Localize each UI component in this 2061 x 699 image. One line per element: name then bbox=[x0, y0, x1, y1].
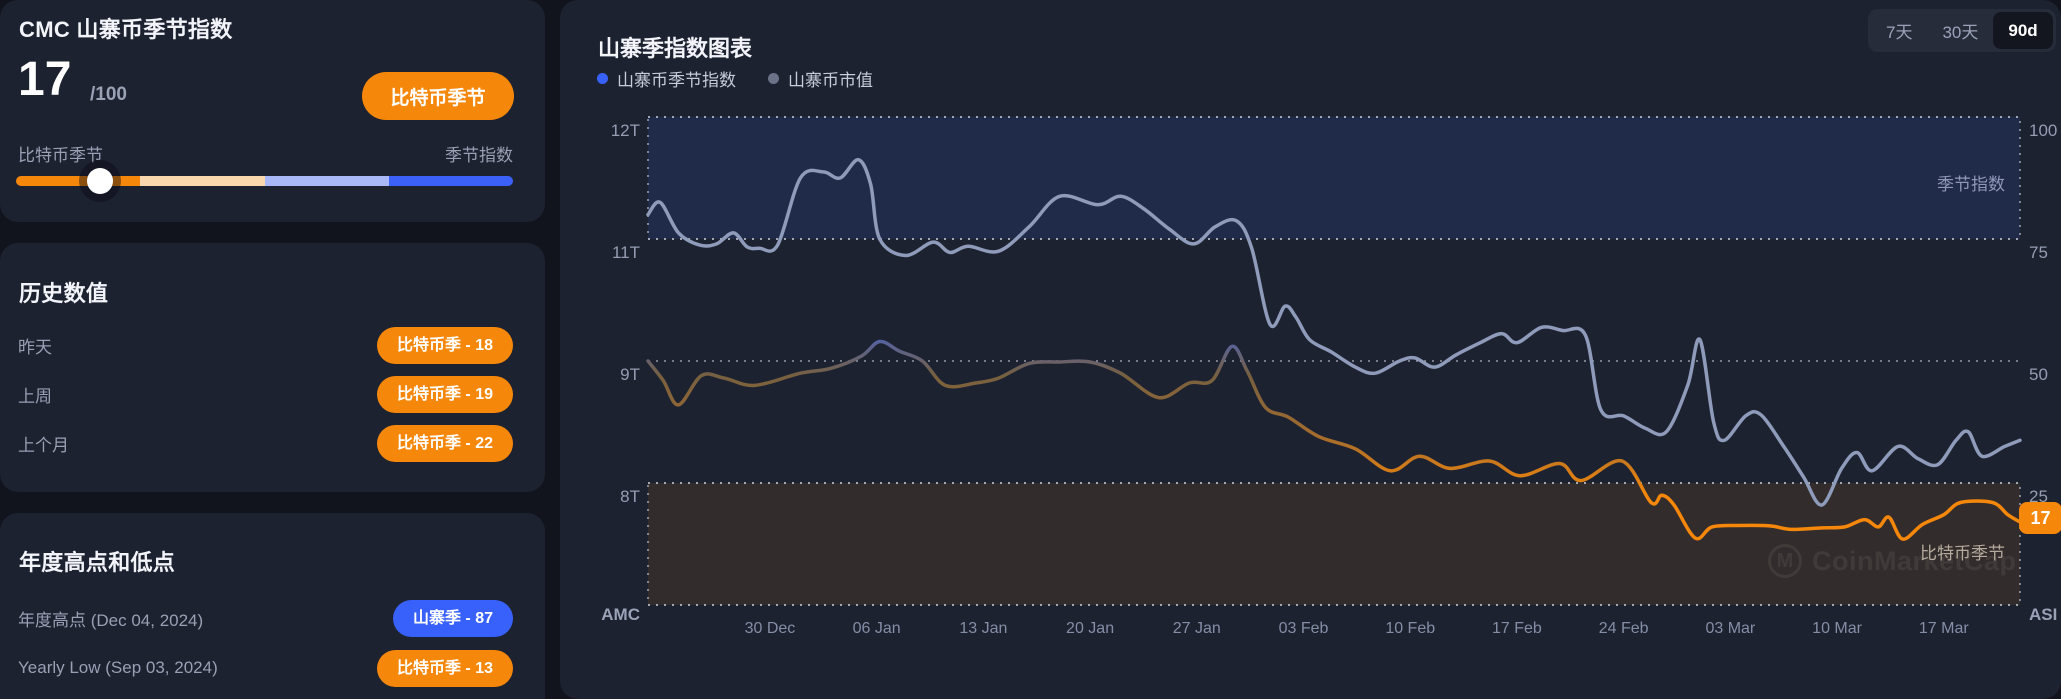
index-score: 17 bbox=[18, 53, 72, 106]
row-label: 上周 bbox=[18, 386, 52, 406]
row-badge: 比特币季 - 13 bbox=[376, 649, 513, 687]
legend-dot-icon bbox=[768, 73, 779, 84]
slider-segment-high bbox=[264, 176, 389, 186]
slider-thumb[interactable] bbox=[87, 168, 114, 194]
row-label: 昨天 bbox=[18, 337, 52, 357]
yearly-card-title: 年度高点和低点 bbox=[19, 550, 176, 575]
legend-item[interactable]: 山寨币市值 bbox=[768, 66, 873, 91]
range-button-90d[interactable]: 90d bbox=[1993, 12, 2053, 49]
history-card-title: 历史数值 bbox=[19, 281, 109, 306]
scale-left-label: 比特币季节 bbox=[18, 146, 103, 165]
range-button-7天[interactable]: 7天 bbox=[1871, 12, 1927, 49]
coinmarketcap-logo-icon: M bbox=[1768, 544, 1802, 578]
y-axis-left-corner-label: AMC bbox=[601, 605, 640, 624]
y-axis-right-corner-label: ASI bbox=[2029, 605, 2058, 624]
y-axis-left-tick: 9T bbox=[620, 365, 640, 384]
row-label: 上个月 bbox=[18, 435, 69, 455]
y-axis-right-tick: 50 bbox=[2029, 365, 2048, 384]
stat-row: Yearly Low (Sep 03, 2024) 比特币季 - 13 bbox=[18, 649, 513, 687]
x-axis-tick: 20 Jan bbox=[1066, 620, 1115, 637]
legend-dot-icon bbox=[597, 73, 608, 84]
row-badge: 比特币季 - 19 bbox=[376, 375, 513, 413]
altcoin-season-index-card: CMC 山寨币季节指数 17 /100 比特币季节 比特币季节 季节指数 bbox=[0, 0, 545, 222]
chart-panel bbox=[560, 0, 2061, 699]
row-label: 年度高点 (Dec 04, 2024) bbox=[18, 610, 204, 630]
historical-values-card: 历史数值 昨天 比特币季 - 18 上周 比特币季 - 19 上个月 比特币季 - 22 bbox=[0, 243, 545, 492]
time-range-selector: 7天 30天 90d bbox=[1868, 9, 2056, 52]
index-score-max: /100 bbox=[90, 84, 127, 105]
season-status-button[interactable]: 比特币季节 bbox=[362, 72, 514, 120]
x-axis-tick: 24 Feb bbox=[1598, 620, 1649, 637]
x-axis-tick: 13 Jan bbox=[959, 620, 1008, 637]
y-axis-left-tick: 12T bbox=[610, 121, 640, 140]
slider-segment-bitcoin bbox=[16, 176, 141, 186]
x-axis-tick: 03 Feb bbox=[1278, 620, 1329, 637]
x-axis-tick: 06 Jan bbox=[852, 620, 901, 637]
x-axis-tick: 27 Jan bbox=[1172, 620, 1221, 637]
current-value-badge: 17 bbox=[2019, 502, 2061, 534]
stat-row: 上周 比特币季 - 19 bbox=[18, 375, 513, 413]
index-card-title: CMC 山寨币季节指数 bbox=[19, 17, 233, 42]
legend-label: 山寨币季节指数 bbox=[617, 71, 736, 90]
legend-item[interactable]: 山寨币季节指数 bbox=[597, 66, 736, 91]
stat-row: 上个月 比特币季 - 22 bbox=[18, 424, 513, 462]
stat-row: 昨天 比特币季 - 18 bbox=[18, 326, 513, 364]
legend-label: 山寨币市值 bbox=[788, 71, 873, 90]
row-label: Yearly Low (Sep 03, 2024) bbox=[18, 658, 218, 677]
y-axis-left-tick: 8T bbox=[620, 487, 640, 506]
season-index-slider[interactable] bbox=[16, 168, 513, 194]
stat-row: 年度高点 (Dec 04, 2024) 山寨季 - 87 bbox=[18, 599, 513, 637]
x-axis-tick: 10 Feb bbox=[1385, 620, 1436, 637]
slider-segment-low bbox=[140, 176, 265, 186]
y-axis-left-tick: 11T bbox=[611, 243, 640, 262]
y-axis-right-tick: 100 bbox=[2029, 121, 2058, 140]
row-badge: 比特币季 - 22 bbox=[376, 424, 513, 462]
chart-title: 山寨季指数图表 bbox=[598, 36, 753, 62]
season-scale-labels: 比特币季节 季节指数 bbox=[18, 141, 513, 166]
range-button-30天[interactable]: 30天 bbox=[1927, 12, 1993, 49]
x-axis-tick: 17 Mar bbox=[1918, 620, 1969, 637]
y-axis-right-tick: 75 bbox=[2029, 243, 2048, 262]
x-axis-tick: 03 Mar bbox=[1705, 620, 1756, 637]
y-axis-right-tick: 25 bbox=[2029, 487, 2048, 506]
slider-segment-altcoin bbox=[388, 176, 513, 186]
scale-right-label: 季节指数 bbox=[445, 146, 513, 165]
row-badge: 比特币季 - 18 bbox=[376, 326, 513, 364]
x-axis-tick: 17 Feb bbox=[1492, 620, 1542, 637]
chart-legend: 山寨币季节指数 山寨币市值 bbox=[597, 66, 873, 91]
x-axis-tick: 10 Mar bbox=[1812, 620, 1862, 637]
x-axis-tick: 30 Dec bbox=[744, 620, 796, 637]
yearly-high-low-card: 年度高点和低点 年度高点 (Dec 04, 2024) 山寨季 - 87 Yearl… bbox=[0, 513, 545, 699]
season-index-band-label: 季节指数 bbox=[1937, 175, 2005, 194]
row-badge: 山寨季 - 87 bbox=[392, 599, 513, 637]
bitcoin-season-band-label: 比特币季节 bbox=[1920, 544, 2005, 563]
